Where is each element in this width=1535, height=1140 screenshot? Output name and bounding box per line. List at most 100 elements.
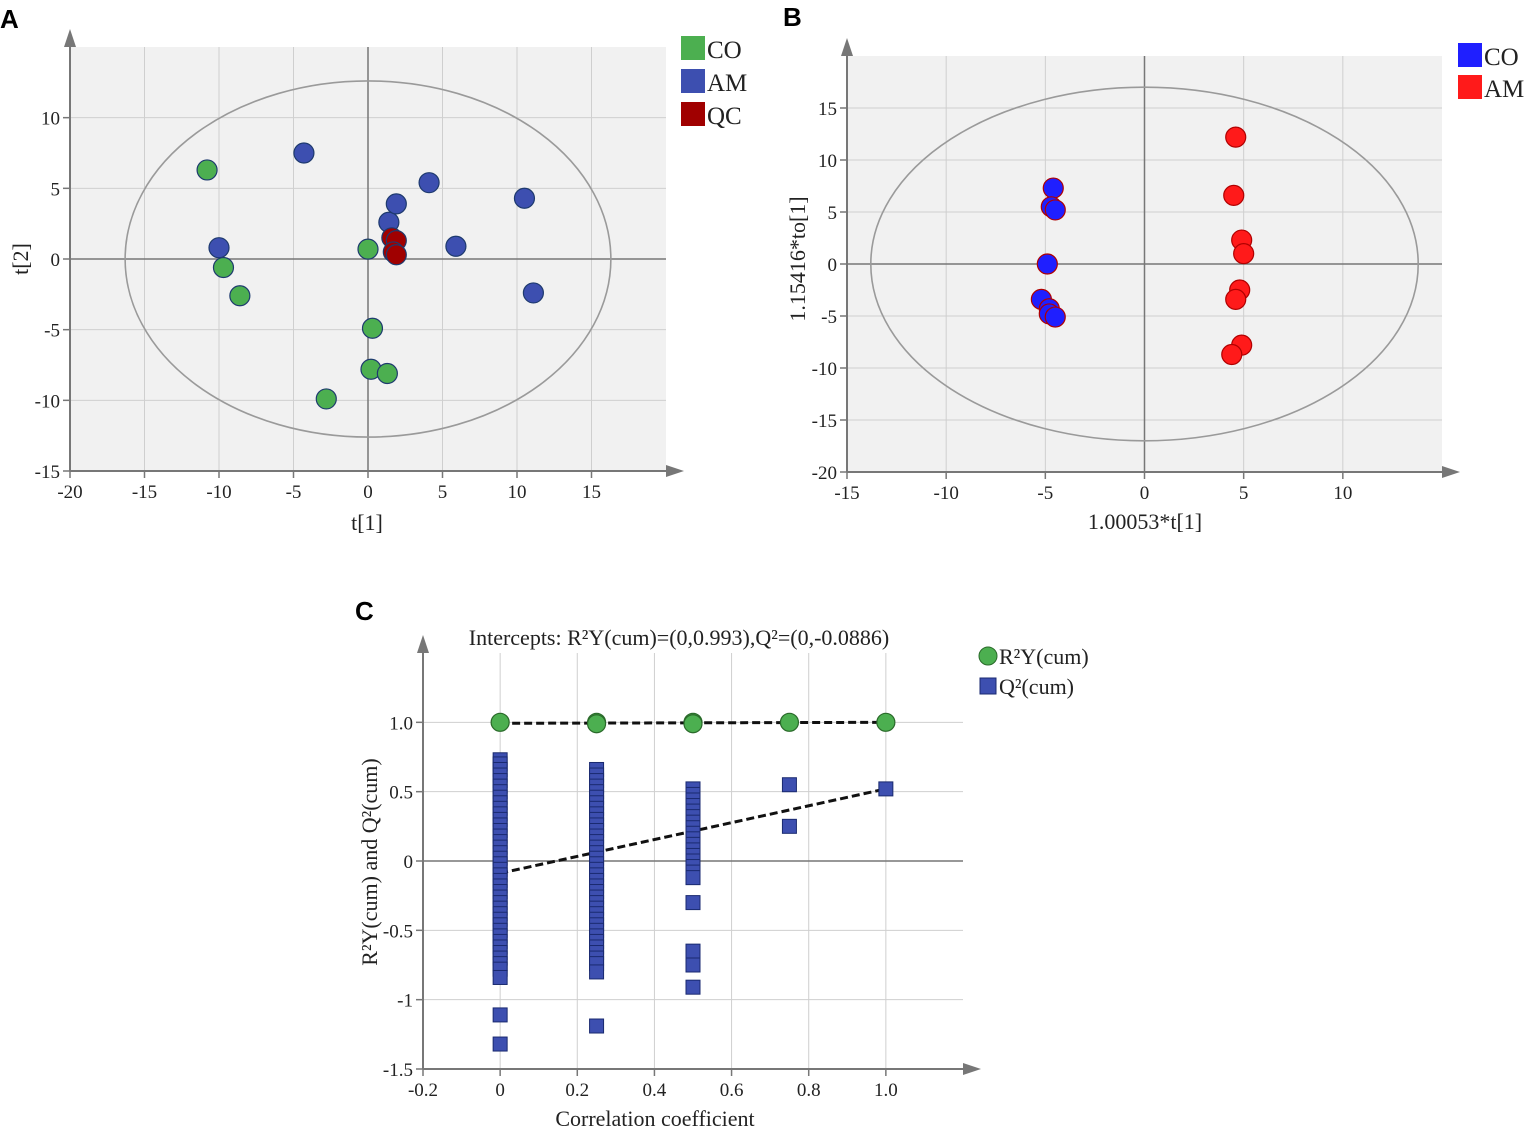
y-tick-label: -10 — [812, 359, 837, 380]
y-axis-arrow — [417, 635, 429, 653]
legend-label: AM — [1484, 76, 1524, 103]
legend-swatch-square — [979, 677, 997, 695]
panel-c: C -0.2 0 0.2 0.4 0.6 0.8 1.0 1.0 0.5 0 -0.5 -1 -1.5 Co… — [355, 596, 1089, 1131]
data-point — [1042, 177, 1064, 199]
data-point-square — [492, 1036, 508, 1052]
y-tick-label: -15 — [812, 411, 837, 432]
data-point — [779, 712, 800, 732]
y-tick-label: 0 — [828, 255, 838, 276]
legend-label: R²Y(cum) — [999, 644, 1089, 669]
data-point-square — [685, 979, 701, 995]
panel-letter: A — [0, 4, 19, 34]
data-point-square — [589, 964, 605, 980]
legend-swatch — [1458, 75, 1482, 99]
data-point — [1036, 253, 1058, 275]
data-point — [418, 172, 440, 194]
data-point — [293, 142, 315, 164]
x-tick-label: -10 — [934, 483, 959, 504]
panel-b: B-15 -10 -5 0 5 10151050-5-10-15-201.00053*t[… — [783, 2, 1524, 534]
x-tick-label: -0.2 — [408, 1080, 438, 1101]
data-point-square — [492, 1007, 508, 1023]
data-point — [522, 282, 544, 304]
data-point — [229, 285, 251, 307]
data-point — [385, 193, 407, 215]
data-point — [1221, 343, 1243, 366]
data-point — [586, 714, 607, 734]
data-point — [490, 712, 510, 732]
x-tick-label: -20 — [57, 482, 82, 503]
data-point — [1225, 288, 1247, 310]
y-tick-label: -1 — [397, 991, 413, 1012]
x-tick-label: 0 — [1140, 483, 1150, 504]
y-tick-label: 1.0 — [389, 713, 413, 734]
x-tick-label: -15 — [834, 483, 859, 504]
legend-label: QC — [707, 103, 742, 130]
data-point-square — [685, 943, 701, 959]
data-point-square — [878, 781, 894, 797]
data-point-square — [492, 969, 508, 985]
y-tick-label: 5 — [828, 203, 838, 224]
panel-letter: C — [355, 596, 374, 626]
data-point — [1225, 126, 1247, 148]
legend-label: CO — [707, 37, 742, 64]
x-tick-label: 0.8 — [797, 1080, 821, 1101]
x-tick-label: 0 — [495, 1080, 505, 1101]
y-axis-arrow — [841, 38, 853, 56]
x-tick-label: -10 — [206, 482, 231, 503]
data-point — [1044, 306, 1066, 328]
data-point-square — [685, 870, 701, 886]
data-point — [1233, 243, 1255, 265]
legend-label: AM — [707, 70, 747, 97]
data-point-square — [685, 895, 701, 911]
data-point — [513, 187, 536, 209]
x-axis-arrow — [666, 465, 684, 477]
y-tick-label: -10 — [35, 391, 60, 412]
legend-swatch — [681, 69, 705, 93]
data-point — [876, 712, 896, 732]
legend-label: CO — [1484, 44, 1519, 71]
data-point — [357, 238, 379, 260]
y-tick-label: 10 — [41, 109, 60, 130]
x-axis-label: t[1] — [351, 510, 383, 535]
y-tick-label: -5 — [44, 321, 60, 342]
x-tick-label: 5 — [438, 482, 448, 503]
data-point — [385, 244, 407, 266]
y-tick-label: 0 — [51, 250, 61, 271]
legend-swatch — [681, 102, 705, 126]
y-axis-label: R²Y(cum) and Q²(cum) — [357, 758, 382, 965]
x-tick-label: 0.2 — [565, 1080, 589, 1101]
x-tick-label: -5 — [286, 482, 302, 503]
legend-label: Q²(cum) — [999, 674, 1074, 699]
legend-swatch-circle — [978, 646, 998, 666]
y-tick-label: 10 — [818, 151, 837, 172]
data-point-square — [589, 1018, 605, 1034]
y-axis-arrow — [64, 29, 76, 47]
panel-letter: B — [783, 2, 802, 32]
x-tick-label: 10 — [1333, 483, 1352, 504]
x-tick-label: 10 — [508, 482, 527, 503]
data-point — [376, 362, 398, 385]
data-point — [315, 388, 337, 410]
confidence-ellipse — [869, 86, 1420, 442]
data-point — [212, 256, 235, 279]
y-tick-label: 5 — [51, 179, 61, 200]
y-tick-label: -0.5 — [383, 921, 413, 942]
y-tick-label: -20 — [812, 463, 837, 484]
x-tick-label: 1.0 — [874, 1080, 898, 1101]
y-tick-label: 0.5 — [389, 783, 413, 804]
y-tick-label: -1.5 — [383, 1060, 413, 1081]
x-axis-arrow — [963, 1063, 981, 1075]
y-axis-label: 1.15416*to[1] — [785, 196, 810, 321]
x-tick-label: 15 — [582, 482, 601, 503]
y-axis-label: t[2] — [8, 243, 33, 275]
x-tick-label: 0.4 — [643, 1080, 667, 1101]
y-tick-label: 15 — [818, 99, 837, 120]
data-point — [361, 317, 384, 339]
chart-title: Intercepts: R²Y(cum)=(0,0.993),Q²=(0,-0.… — [469, 625, 889, 650]
data-point-square — [781, 777, 797, 793]
confidence-ellipse — [124, 80, 612, 438]
data-point — [1223, 184, 1245, 206]
x-tick-label: -5 — [1037, 483, 1053, 504]
x-axis-label: 1.00053*t[1] — [1088, 509, 1202, 534]
